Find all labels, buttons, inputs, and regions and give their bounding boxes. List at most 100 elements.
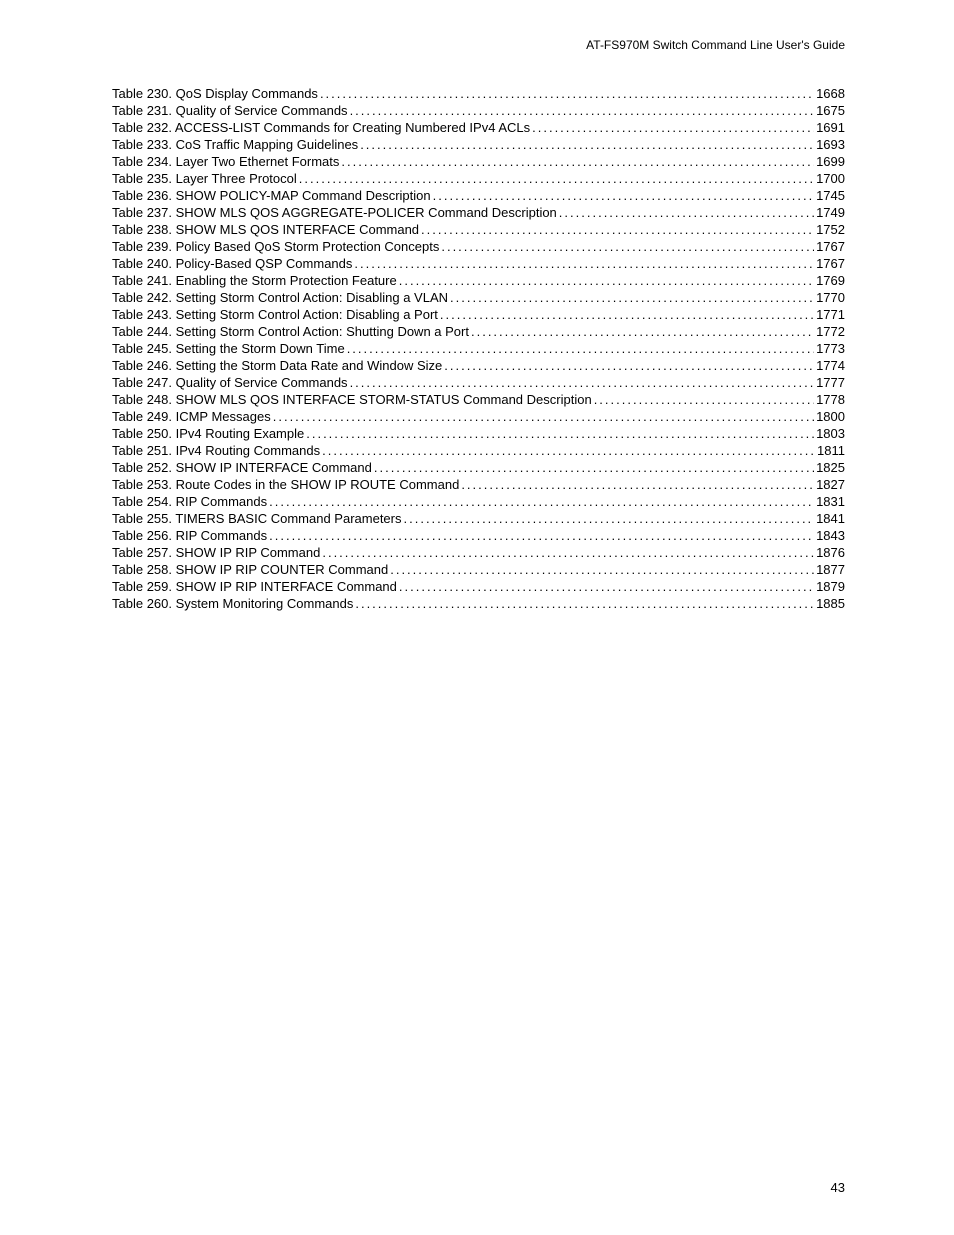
toc-entry-page: 1803 <box>816 425 845 442</box>
toc-entry-page: 1745 <box>816 187 845 204</box>
toc-entry: Table 249. ICMP Messages 1800 <box>112 408 845 425</box>
toc-entry-label: Table 244. Setting Storm Control Action:… <box>112 323 469 340</box>
toc-entry-page: 1800 <box>816 408 845 425</box>
toc-entry: Table 251. IPv4 Routing Commands 1811 <box>112 442 845 459</box>
toc-entry: Table 258. SHOW IP RIP COUNTER Command 1… <box>112 561 845 578</box>
toc-entry-page: 1827 <box>816 476 845 493</box>
toc-leader-dots <box>444 357 814 374</box>
toc-leader-dots <box>269 527 814 544</box>
toc-leader-dots <box>306 425 814 442</box>
toc-leader-dots <box>440 306 814 323</box>
toc-entry-page: 1877 <box>816 561 845 578</box>
toc-entry-page: 1693 <box>816 136 845 153</box>
toc-entry: Table 252. SHOW IP INTERFACE Command 182… <box>112 459 845 476</box>
toc-leader-dots <box>374 459 814 476</box>
toc-leader-dots <box>322 442 815 459</box>
toc-entry: Table 238. SHOW MLS QOS INTERFACE Comman… <box>112 221 845 238</box>
toc-leader-dots <box>404 510 815 527</box>
toc-entry-label: Table 246. Setting the Storm Data Rate a… <box>112 357 442 374</box>
toc-entry-label: Table 253. Route Codes in the SHOW IP RO… <box>112 476 459 493</box>
toc-entry-label: Table 239. Policy Based QoS Storm Protec… <box>112 238 439 255</box>
toc-entry-page: 1778 <box>816 391 845 408</box>
toc-entry: Table 236. SHOW POLICY-MAP Command Descr… <box>112 187 845 204</box>
toc-entry: Table 240. Policy-Based QSP Commands 176… <box>112 255 845 272</box>
toc-leader-dots <box>341 153 814 170</box>
toc-entry-label: Table 255. TIMERS BASIC Command Paramete… <box>112 510 402 527</box>
toc-entry-label: Table 259. SHOW IP RIP INTERFACE Command <box>112 578 397 595</box>
toc-leader-dots <box>399 578 814 595</box>
toc-leader-dots <box>360 136 814 153</box>
toc-leader-dots <box>269 493 814 510</box>
toc-entry-page: 1841 <box>816 510 845 527</box>
toc-entry-label: Table 232. ACCESS-LIST Commands for Crea… <box>112 119 530 136</box>
toc-entry-page: 1699 <box>816 153 845 170</box>
toc-entry-label: Table 234. Layer Two Ethernet Formats <box>112 153 339 170</box>
toc-entry-label: Table 245. Setting the Storm Down Time <box>112 340 345 357</box>
toc-leader-dots <box>354 255 814 272</box>
toc-entry-page: 1777 <box>816 374 845 391</box>
document-header-title: AT-FS970M Switch Command Line User's Gui… <box>586 38 845 52</box>
toc-leader-dots <box>350 374 815 391</box>
toc-entry: Table 248. SHOW MLS QOS INTERFACE STORM-… <box>112 391 845 408</box>
toc-leader-dots <box>273 408 814 425</box>
toc-entry-label: Table 242. Setting Storm Control Action:… <box>112 289 448 306</box>
toc-entry: Table 257. SHOW IP RIP Command 1876 <box>112 544 845 561</box>
toc-entry: Table 247. Quality of Service Commands 1… <box>112 374 845 391</box>
toc-leader-dots <box>450 289 814 306</box>
toc-entry-page: 1885 <box>816 595 845 612</box>
toc-entry-label: Table 231. Quality of Service Commands <box>112 102 348 119</box>
toc-entry-page: 1770 <box>816 289 845 306</box>
toc-entry-label: Table 249. ICMP Messages <box>112 408 271 425</box>
toc-entry: Table 244. Setting Storm Control Action:… <box>112 323 845 340</box>
toc-entry-page: 1843 <box>816 527 845 544</box>
toc-entry: Table 235. Layer Three Protocol 1700 <box>112 170 845 187</box>
toc-entry-label: Table 260. System Monitoring Commands <box>112 595 353 612</box>
toc-entry: Table 243. Setting Storm Control Action:… <box>112 306 845 323</box>
toc-entry-page: 1675 <box>816 102 845 119</box>
table-of-contents: Table 230. QoS Display Commands 1668Tabl… <box>112 85 845 612</box>
toc-entry-label: Table 236. SHOW POLICY-MAP Command Descr… <box>112 187 431 204</box>
toc-entry-label: Table 233. CoS Traffic Mapping Guideline… <box>112 136 358 153</box>
toc-entry-page: 1691 <box>816 119 845 136</box>
toc-entry-page: 1668 <box>816 85 845 102</box>
toc-entry-page: 1771 <box>816 306 845 323</box>
toc-entry-page: 1773 <box>816 340 845 357</box>
toc-entry-page: 1879 <box>816 578 845 595</box>
toc-leader-dots <box>390 561 814 578</box>
toc-entry-label: Table 250. IPv4 Routing Example <box>112 425 304 442</box>
page-number: 43 <box>831 1180 845 1195</box>
toc-entry-page: 1811 <box>817 442 845 459</box>
toc-entry-label: Table 248. SHOW MLS QOS INTERFACE STORM-… <box>112 391 592 408</box>
toc-entry-label: Table 238. SHOW MLS QOS INTERFACE Comman… <box>112 221 419 238</box>
toc-entry-page: 1767 <box>816 255 845 272</box>
toc-leader-dots <box>350 102 815 119</box>
toc-entry: Table 230. QoS Display Commands 1668 <box>112 85 845 102</box>
toc-entry-page: 1772 <box>816 323 845 340</box>
toc-entry: Table 256. RIP Commands 1843 <box>112 527 845 544</box>
toc-entry-page: 1769 <box>816 272 845 289</box>
toc-leader-dots <box>433 187 814 204</box>
toc-entry-label: Table 243. Setting Storm Control Action:… <box>112 306 438 323</box>
toc-entry: Table 237. SHOW MLS QOS AGGREGATE-POLICE… <box>112 204 845 221</box>
toc-entry-page: 1831 <box>816 493 845 510</box>
toc-entry: Table 231. Quality of Service Commands 1… <box>112 102 845 119</box>
toc-entry: Table 234. Layer Two Ethernet Formats 16… <box>112 153 845 170</box>
toc-entry: Table 241. Enabling the Storm Protection… <box>112 272 845 289</box>
toc-entry-page: 1749 <box>816 204 845 221</box>
toc-entry: Table 259. SHOW IP RIP INTERFACE Command… <box>112 578 845 595</box>
toc-entry: Table 250. IPv4 Routing Example 1803 <box>112 425 845 442</box>
toc-leader-dots <box>399 272 814 289</box>
toc-entry-label: Table 254. RIP Commands <box>112 493 267 510</box>
toc-entry-label: Table 247. Quality of Service Commands <box>112 374 348 391</box>
toc-entry: Table 233. CoS Traffic Mapping Guideline… <box>112 136 845 153</box>
toc-leader-dots <box>299 170 814 187</box>
toc-leader-dots <box>320 85 814 102</box>
toc-entry-page: 1752 <box>816 221 845 238</box>
toc-entry-label: Table 257. SHOW IP RIP Command <box>112 544 320 561</box>
toc-entry: Table 255. TIMERS BASIC Command Paramete… <box>112 510 845 527</box>
toc-entry: Table 246. Setting the Storm Data Rate a… <box>112 357 845 374</box>
toc-leader-dots <box>532 119 814 136</box>
toc-entry-page: 1767 <box>816 238 845 255</box>
toc-entry-label: Table 240. Policy-Based QSP Commands <box>112 255 352 272</box>
toc-entry: Table 232. ACCESS-LIST Commands for Crea… <box>112 119 845 136</box>
